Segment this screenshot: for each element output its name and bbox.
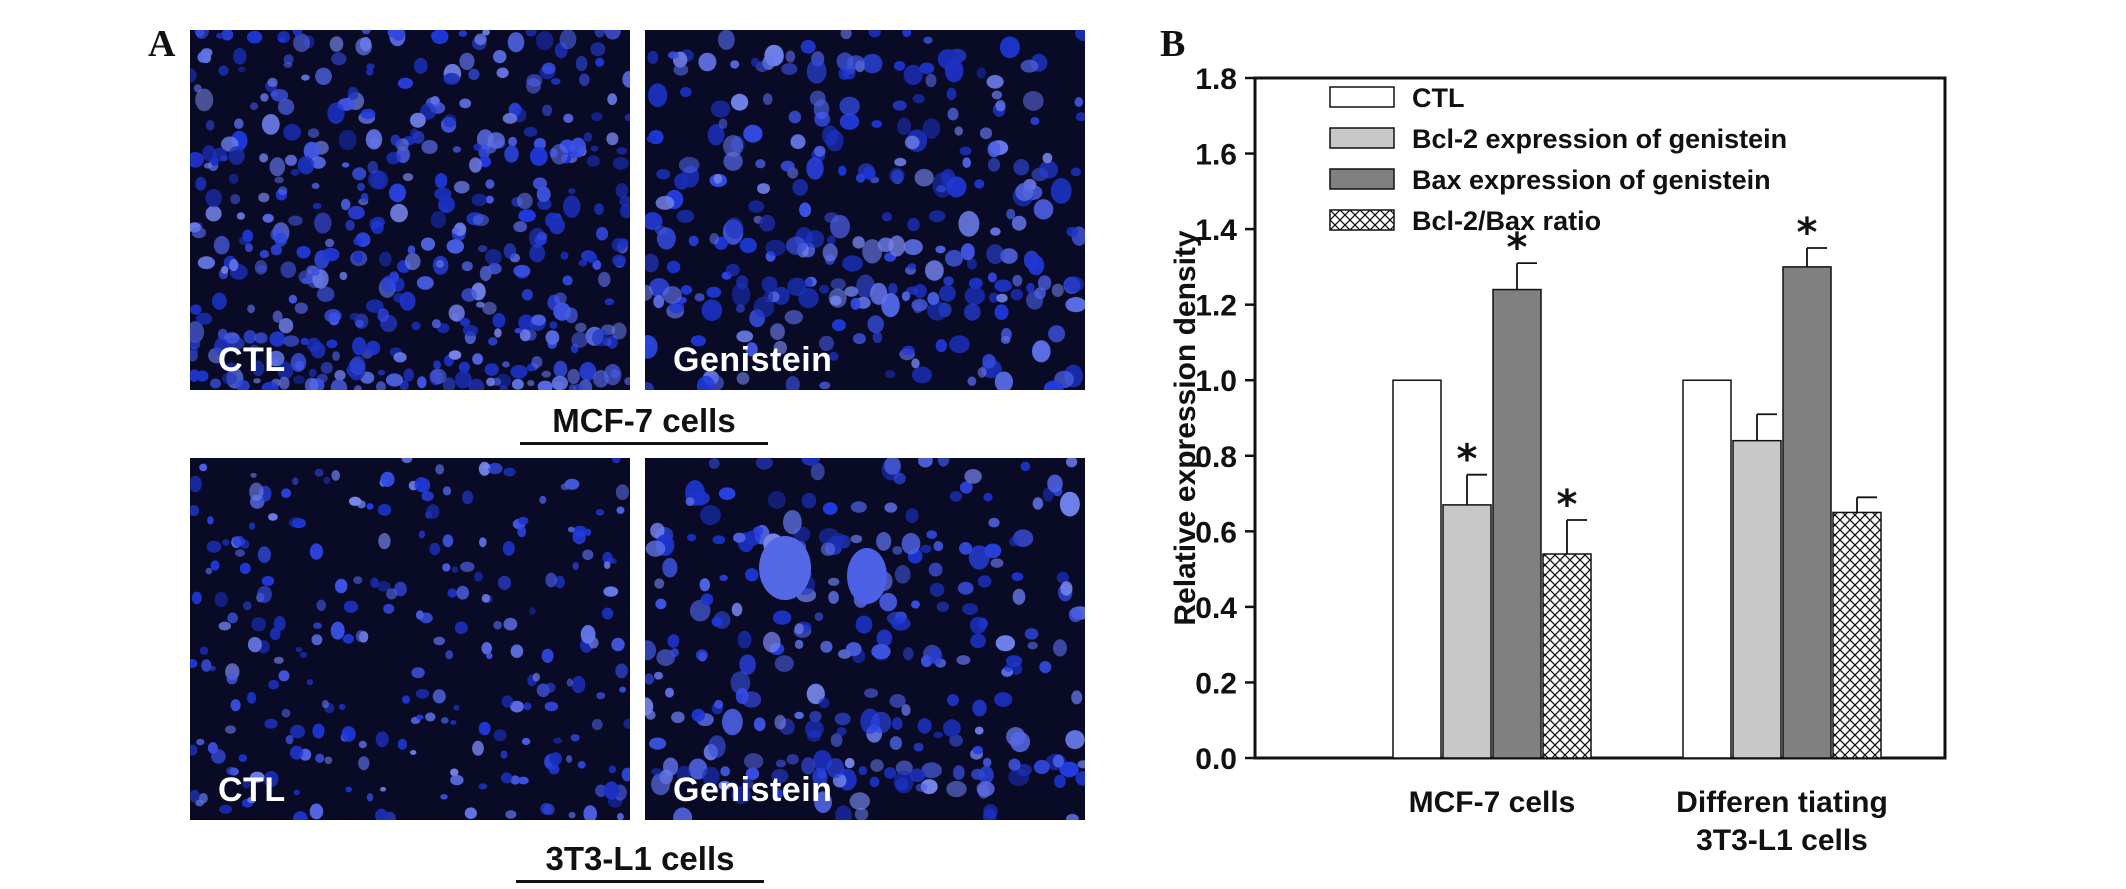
- significance-marker: *: [1797, 210, 1818, 256]
- bar: [1542, 553, 1592, 759]
- legend-swatch: [1329, 127, 1395, 149]
- significance-marker: *: [1457, 437, 1478, 483]
- micrograph-mcf7-ctl-texture: [190, 30, 630, 390]
- bar: [1782, 266, 1832, 759]
- micrograph-mcf7-genistein: Genistein: [645, 30, 1085, 390]
- y-tick-label: 1.4: [1195, 214, 1237, 247]
- bar: [1732, 439, 1782, 759]
- bar: [1442, 504, 1492, 759]
- bar: [1682, 379, 1732, 759]
- micrograph-label: Genistein: [673, 341, 833, 379]
- legend-label: CTL: [1412, 83, 1464, 113]
- micrograph-mcf7-genistein-texture: [645, 30, 1085, 390]
- panel-a-letter: A: [148, 23, 176, 65]
- legend-label: Bcl-2/Bax ratio: [1412, 206, 1601, 236]
- y-tick-label: 0.8: [1195, 441, 1237, 474]
- x-category-label: MCF-7 cells: [1409, 786, 1576, 819]
- significance-marker: *: [1507, 225, 1528, 271]
- y-tick-label: 1.0: [1195, 365, 1237, 398]
- row-title-3t3: 3T3-L1 cells: [516, 840, 764, 883]
- y-tick-label: 1.2: [1195, 290, 1237, 323]
- x-category-label: 3T3-L1 cells: [1696, 824, 1868, 857]
- bar: [1492, 288, 1542, 759]
- y-axis-title: Relative expression density: [1169, 230, 1202, 625]
- legend-label: Bcl-2 expression of genistein: [1412, 124, 1787, 154]
- significance-marker: *: [1557, 482, 1578, 528]
- micrograph-mcf7-ctl: CTL: [190, 30, 630, 390]
- x-category-label: Differen tiating: [1676, 786, 1888, 819]
- legend-swatch: [1329, 168, 1395, 190]
- micrograph-label: CTL: [218, 341, 286, 379]
- y-tick-label: 0.0: [1195, 743, 1237, 776]
- micrograph-3t3-genistein-texture: [645, 458, 1085, 820]
- legend-swatch: [1329, 86, 1395, 108]
- micrograph-label: Genistein: [673, 771, 833, 809]
- plot-frame: [1253, 76, 1947, 760]
- micrograph-3t3-ctl: CTL: [190, 458, 630, 820]
- micrograph-3t3-ctl-texture: [190, 458, 630, 820]
- micrograph-3t3-genistein: Genistein: [645, 458, 1085, 820]
- bar: [1392, 379, 1442, 759]
- y-tick-label: 1.8: [1195, 63, 1237, 96]
- legend-swatch: [1329, 209, 1395, 231]
- row-title-mcf7: MCF-7 cells: [520, 402, 768, 445]
- bar: [1832, 511, 1882, 759]
- y-tick-label: 1.6: [1195, 139, 1237, 172]
- y-tick-label: 0.4: [1195, 592, 1237, 625]
- micrograph-label: CTL: [218, 771, 286, 809]
- y-tick-label: 0.2: [1195, 667, 1237, 700]
- y-tick-label: 0.6: [1195, 516, 1237, 549]
- legend-label: Bax expression of genistein: [1412, 165, 1771, 195]
- panel-b-letter: B: [1160, 23, 1186, 65]
